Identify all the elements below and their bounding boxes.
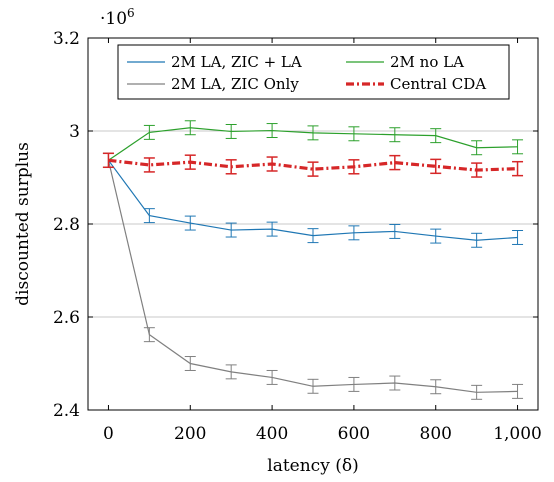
error-bar: [512, 160, 524, 177]
error-bar: [307, 378, 319, 394]
error-bar: [143, 208, 155, 224]
series-line: [107, 160, 518, 393]
y-tick-label: 2.8: [53, 215, 80, 235]
error-bar: [184, 215, 196, 231]
tick-layer: 2.4 2.6 2.8 3 3.2 0 200 400 600 800 1,000: [53, 29, 542, 444]
y-tick-label: 2.4: [53, 401, 80, 421]
error-bar: [266, 369, 278, 385]
error-bar: [102, 152, 114, 169]
error-bar: [143, 327, 155, 343]
x-tick-label: 1,000: [493, 424, 542, 444]
series-2m-no-la: [102, 120, 524, 168]
error-bar: [143, 157, 155, 173]
error-bar: [430, 158, 442, 175]
legend-label: 2M no LA: [390, 53, 464, 71]
series-2m-la-zic-only: [102, 152, 524, 400]
y-axis-label: discounted surplus: [13, 142, 33, 306]
error-bar: [348, 159, 360, 175]
series-central-cda: [102, 152, 524, 178]
legend-label: 2M LA, ZIC Only: [171, 75, 299, 93]
error-bar: [348, 225, 360, 241]
series-line: [108, 158, 518, 172]
x-tick-label: 600: [338, 424, 370, 444]
error-bar: [225, 159, 237, 175]
legend-item-2m-no-la: 2M no LA: [346, 53, 464, 71]
legend-item-2m-la-zic-only: 2M LA, ZIC Only: [127, 75, 299, 93]
error-bar: [389, 375, 401, 391]
error-bar: [225, 123, 237, 139]
legend-item-central-cda: Central CDA: [346, 75, 486, 93]
error-bar: [471, 232, 483, 248]
error-bar: [389, 127, 401, 143]
x-axis-label: latency (δ): [267, 456, 358, 476]
error-bar: [430, 228, 442, 244]
error-bar: [471, 162, 483, 178]
error-bar: [307, 125, 319, 141]
error-bar: [184, 356, 196, 371]
legend-items: 2M LA, ZIC + LA 2M no LA 2M LA, ZIC Only Ce…: [127, 53, 486, 93]
error-bar: [348, 376, 360, 392]
error-bar: [266, 221, 278, 237]
error-bar: [184, 154, 196, 170]
legend-label: 2M LA, ZIC + LA: [171, 53, 302, 71]
y-scale-base: ·10: [100, 9, 127, 29]
error-bar: [512, 139, 524, 155]
error-bar: [143, 124, 155, 140]
x-tick-label: 800: [420, 424, 452, 444]
y-scale-exponent: 6: [127, 6, 135, 20]
y-tick-label: 2.6: [53, 308, 80, 328]
error-bar: [348, 126, 360, 142]
legend-item-2m-la-zic-la: 2M LA, ZIC + LA: [127, 53, 302, 71]
legend-label: Central CDA: [390, 75, 486, 93]
error-bar: [512, 230, 524, 245]
legend: 2M LA, ZIC + LA 2M no LA 2M LA, ZIC Only Ce…: [117, 44, 510, 100]
series-layer: [102, 120, 524, 400]
error-bar: [225, 222, 237, 238]
x-tick-label: 200: [174, 424, 206, 444]
legend-box: [117, 44, 510, 100]
y-tick-label: 3: [69, 122, 80, 142]
error-bar: [512, 383, 524, 399]
y-tick-label: 3.2: [53, 29, 80, 49]
error-bar: [389, 223, 401, 239]
error-bar: [471, 384, 483, 400]
error-bar: [225, 364, 237, 380]
error-bar: [389, 154, 401, 171]
error-bar: [266, 156, 278, 172]
error-bar: [471, 140, 483, 156]
error-bar: [307, 161, 319, 177]
error-bar: [307, 228, 319, 244]
error-bar: [184, 120, 196, 136]
x-tick-label: 400: [256, 424, 288, 444]
x-tick-label: 0: [103, 424, 114, 444]
error-bar: [430, 128, 442, 144]
error-bar: [266, 123, 278, 139]
error-bar: [430, 379, 442, 395]
y-scale-factor: ·106: [100, 6, 135, 29]
